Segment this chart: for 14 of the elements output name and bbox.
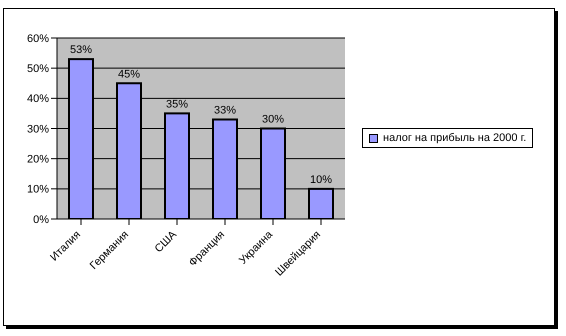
y-tick-label: 50% bbox=[26, 63, 50, 76]
y-tick-label: 20% bbox=[26, 154, 50, 166]
y-tick-label: 30% bbox=[26, 123, 50, 136]
y-tick-label: 40% bbox=[26, 93, 50, 106]
data-label: 45% bbox=[118, 68, 140, 80]
y-tick-label: 10% bbox=[26, 184, 50, 196]
data-label: 35% bbox=[166, 98, 188, 110]
y-tick-label: 0% bbox=[33, 214, 50, 226]
y-tick-label: 60% bbox=[26, 32, 50, 45]
data-label: 30% bbox=[262, 114, 284, 126]
data-label: 10% bbox=[310, 174, 332, 186]
data-label: 53% bbox=[70, 44, 92, 56]
legend-label: налог на прибыль на 2000 г. bbox=[383, 132, 526, 144]
data-label: 33% bbox=[214, 104, 236, 116]
